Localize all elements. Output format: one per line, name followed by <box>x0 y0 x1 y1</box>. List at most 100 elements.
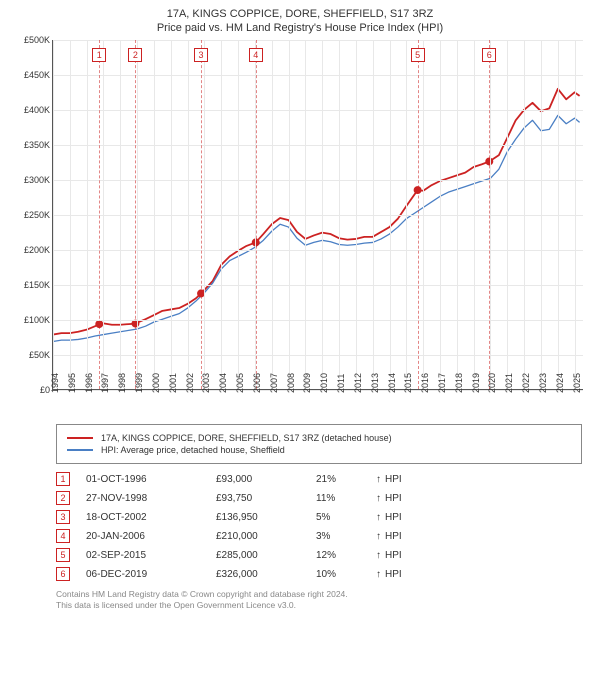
x-tick-label: 2018 <box>454 373 464 393</box>
x-tick-label: 2007 <box>269 373 279 393</box>
tx-price: £285,000 <box>216 550 316 561</box>
tx-index-box: 2 <box>56 491 70 505</box>
event-marker-box: 3 <box>194 48 208 62</box>
event-marker-box: 2 <box>128 48 142 62</box>
x-tick-label: 2023 <box>538 373 548 393</box>
tx-index-box: 1 <box>56 472 70 486</box>
tx-price: £93,000 <box>216 474 316 485</box>
x-tick-label: 1998 <box>117 373 127 393</box>
x-tick-label: 2025 <box>572 373 582 393</box>
x-tick-label: 2002 <box>185 373 195 393</box>
x-tick-label: 2006 <box>252 373 262 393</box>
legend-label: 17A, KINGS COPPICE, DORE, SHEFFIELD, S17… <box>101 433 392 443</box>
footer-line2: This data is licensed under the Open Gov… <box>56 600 582 611</box>
tx-price: £210,000 <box>216 531 316 542</box>
x-tick-label: 2011 <box>336 374 346 393</box>
tx-price: £326,000 <box>216 569 316 580</box>
tx-index-box: 6 <box>56 567 70 581</box>
x-tick-label: 1999 <box>134 373 144 393</box>
chart-area: £0£50K£100K£150K£200K£250K£300K£350K£400… <box>12 40 588 420</box>
title-address: 17A, KINGS COPPICE, DORE, SHEFFIELD, S17… <box>12 8 588 20</box>
x-tick-label: 1994 <box>50 373 60 393</box>
x-tick-label: 2014 <box>387 373 397 393</box>
transaction-row: 502-SEP-2015£285,00012%↑HPI <box>56 548 582 562</box>
y-tick-label: £250K <box>24 210 50 220</box>
arrow-up-icon: ↑ <box>376 569 381 580</box>
tx-note: HPI <box>385 569 402 580</box>
y-axis: £0£50K£100K£150K£200K£250K£300K£350K£400… <box>12 40 52 390</box>
transaction-table: 101-OCT-1996£93,00021%↑HPI227-NOV-1998£9… <box>56 472 582 581</box>
chart-title-block: 17A, KINGS COPPICE, DORE, SHEFFIELD, S17… <box>12 8 588 34</box>
x-tick-label: 2010 <box>319 373 329 393</box>
y-tick-label: £350K <box>24 140 50 150</box>
x-tick-label: 2004 <box>218 373 228 393</box>
y-tick-label: £50K <box>29 350 50 360</box>
tx-note: HPI <box>385 474 402 485</box>
tx-percent: 12% <box>316 550 376 561</box>
x-tick-label: 2000 <box>151 373 161 393</box>
transaction-row: 2 27-NOV-1998£93,75011%↑ HPI <box>56 491 582 505</box>
footer-line1: Contains HM Land Registry data © Crown c… <box>56 589 582 600</box>
tx-date: 06-DEC-2019 <box>86 569 216 580</box>
x-tick-label: 2009 <box>302 373 312 393</box>
tx-date: 01-OCT-1996 <box>86 474 216 485</box>
tx-percent: 5% <box>316 512 376 523</box>
plot-region: 123456 <box>52 40 583 390</box>
title-subtitle: Price paid vs. HM Land Registry's House … <box>12 22 588 34</box>
y-tick-label: £200K <box>24 245 50 255</box>
x-tick-label: 2022 <box>521 373 531 393</box>
y-tick-label: £0 <box>40 385 50 395</box>
tx-note: HPI <box>385 493 402 504</box>
series-hpi <box>53 115 580 341</box>
tx-note: HPI <box>385 512 402 523</box>
x-tick-label: 2005 <box>235 373 245 393</box>
tx-date: 27-NOV-1998 <box>86 493 216 504</box>
x-tick-label: 2003 <box>201 373 211 393</box>
tx-price: £93,750 <box>216 493 316 504</box>
tx-percent: 21% <box>316 474 376 485</box>
transaction-row: 606-DEC-2019£326,00010%↑HPI <box>56 567 582 581</box>
legend-label: HPI: Average price, detached house, Shef… <box>101 445 285 455</box>
x-axis: 1994199519961997199819992000200120022003… <box>52 390 583 420</box>
transaction-row: 1 01-OCT-1996£93,00021%↑ HPI <box>56 472 582 486</box>
x-tick-label: 2016 <box>420 373 430 393</box>
x-tick-label: 1996 <box>84 373 94 393</box>
x-tick-label: 2017 <box>437 373 447 393</box>
tx-note: HPI <box>385 531 402 542</box>
y-tick-label: £450K <box>24 70 50 80</box>
arrow-up-icon: ↑ <box>376 493 381 504</box>
tx-note: HPI <box>385 550 402 561</box>
tx-price: £136,950 <box>216 512 316 523</box>
x-tick-label: 2008 <box>286 373 296 393</box>
x-tick-label: 2021 <box>504 373 514 393</box>
arrow-up-icon: ↑ <box>376 474 381 485</box>
y-tick-label: £400K <box>24 105 50 115</box>
event-marker-box: 5 <box>411 48 425 62</box>
x-tick-label: 2015 <box>403 373 413 393</box>
x-tick-label: 2024 <box>555 373 565 393</box>
legend-swatch <box>67 449 93 451</box>
tx-date: 18-OCT-2002 <box>86 512 216 523</box>
legend-swatch <box>67 437 93 439</box>
x-tick-label: 1995 <box>67 373 77 393</box>
footer-attribution: Contains HM Land Registry data © Crown c… <box>56 589 582 611</box>
tx-date: 02-SEP-2015 <box>86 550 216 561</box>
tx-percent: 3% <box>316 531 376 542</box>
y-tick-label: £500K <box>24 35 50 45</box>
series-property <box>53 89 580 335</box>
y-tick-label: £150K <box>24 280 50 290</box>
legend: 17A, KINGS COPPICE, DORE, SHEFFIELD, S17… <box>56 424 582 464</box>
x-tick-label: 2019 <box>471 373 481 393</box>
event-marker-box: 6 <box>482 48 496 62</box>
tx-percent: 11% <box>316 493 376 504</box>
x-tick-label: 2012 <box>353 373 363 393</box>
x-tick-label: 1997 <box>100 373 110 393</box>
arrow-up-icon: ↑ <box>376 531 381 542</box>
tx-index-box: 3 <box>56 510 70 524</box>
arrow-up-icon: ↑ <box>376 512 381 523</box>
y-tick-label: £100K <box>24 315 50 325</box>
legend-item: HPI: Average price, detached house, Shef… <box>67 445 571 455</box>
tx-index-box: 4 <box>56 529 70 543</box>
transaction-row: 3 18-OCT-2002£136,9505%↑ HPI <box>56 510 582 524</box>
tx-index-box: 5 <box>56 548 70 562</box>
